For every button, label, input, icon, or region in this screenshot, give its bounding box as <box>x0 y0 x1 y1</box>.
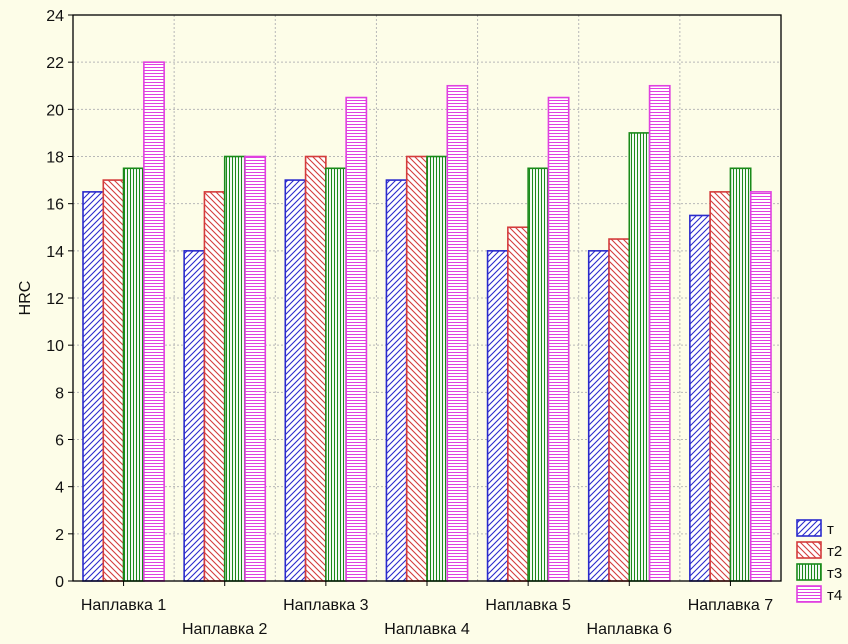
y-tick-label: 4 <box>55 480 64 497</box>
y-tick-label: 2 <box>55 527 64 544</box>
y-tick-label: 6 <box>55 433 64 450</box>
legend-label: т2 <box>827 543 842 560</box>
x-tick-label: Наплавка 5 <box>485 597 571 614</box>
y-tick-label: 18 <box>46 150 64 167</box>
x-tick-labels: Наплавка 1 Наплавка 2 Наплавка 3 Наплавка 4… <box>81 581 773 638</box>
bar <box>527 167 550 582</box>
legend-label: т3 <box>827 565 842 582</box>
y-tick-label: 22 <box>46 55 64 72</box>
legend-swatch <box>796 541 822 559</box>
x-tick-label: Наплавка 4 <box>384 621 470 638</box>
y-tick-label: 24 <box>46 8 64 25</box>
bar <box>628 132 651 582</box>
bar <box>102 179 125 582</box>
legend-swatch <box>796 585 822 603</box>
legend-swatch <box>796 519 822 537</box>
bar <box>385 179 408 582</box>
legend-label: т <box>827 521 834 538</box>
bar <box>304 155 327 582</box>
bar <box>426 155 449 582</box>
bar <box>122 167 145 582</box>
x-tick-label: Наплавка 7 <box>688 597 774 614</box>
x-tick-label: Наплавка 6 <box>587 621 673 638</box>
y-tick-label: 10 <box>46 338 64 355</box>
bar <box>284 179 307 582</box>
bar <box>82 191 105 582</box>
bar <box>709 191 732 582</box>
legend-label: т4 <box>827 587 842 604</box>
bar <box>345 96 368 582</box>
bar <box>325 167 347 582</box>
y-tick-label: 8 <box>55 385 64 402</box>
bar <box>486 250 509 582</box>
y-tick-label: 14 <box>46 244 64 261</box>
bar <box>446 84 469 582</box>
bar <box>507 226 529 582</box>
bar <box>143 61 165 582</box>
bar <box>689 214 711 582</box>
y-tick-label: 0 <box>55 574 64 591</box>
legend: т т2 т3 т4 <box>796 519 842 604</box>
x-tick-label: Наплавка 1 <box>81 597 167 614</box>
y-axis-title: HRC <box>17 281 34 316</box>
x-tick-label: Наплавка 2 <box>182 621 268 638</box>
y-tick-label: 16 <box>46 197 64 214</box>
legend-swatch <box>796 563 822 581</box>
y-tick-label: 20 <box>46 102 64 119</box>
bar <box>648 84 671 582</box>
y-tick-label: 12 <box>46 291 64 308</box>
bar <box>547 96 570 582</box>
bar <box>405 155 428 582</box>
bar <box>203 191 226 582</box>
bar <box>183 250 206 582</box>
bar <box>244 155 267 582</box>
bar <box>608 238 631 582</box>
bar <box>223 155 246 582</box>
bar <box>749 191 772 582</box>
bar <box>587 250 610 582</box>
bar <box>729 167 752 582</box>
x-tick-label: Наплавка 3 <box>283 597 369 614</box>
